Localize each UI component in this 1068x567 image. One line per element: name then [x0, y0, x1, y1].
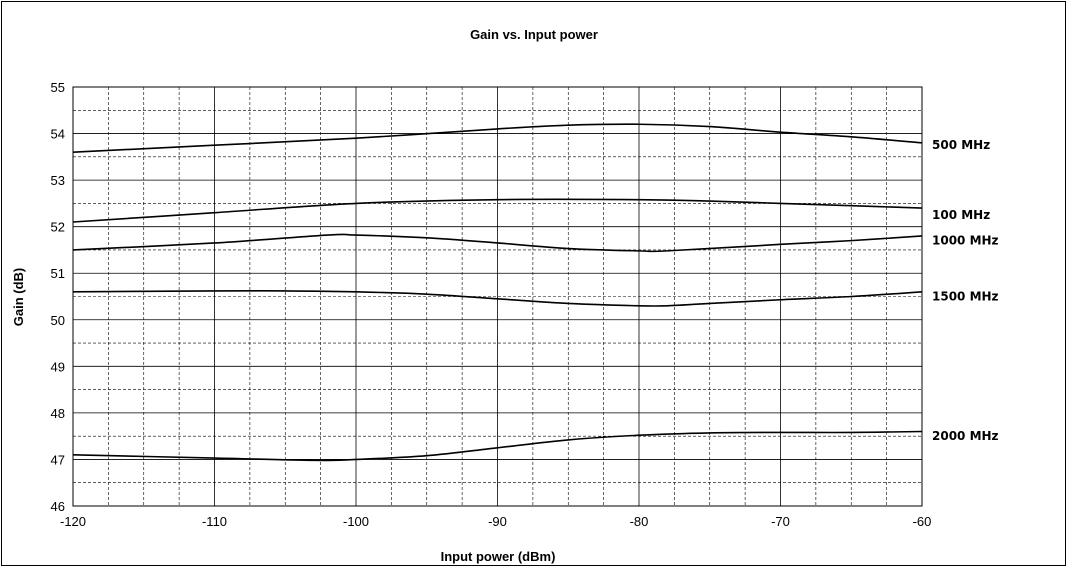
x-tick-label: -100: [343, 514, 369, 529]
series-line-1500-mhz: [72, 289, 923, 307]
y-tick-label: 49: [51, 359, 65, 374]
x-axis-title: Input power (dBm): [441, 549, 556, 564]
y-tick-label: 46: [51, 499, 65, 514]
y-tick-label: 53: [51, 173, 65, 188]
series-label-100-mhz: 100 MHz: [932, 208, 990, 222]
x-tick-label: -120: [60, 514, 86, 529]
x-tick-label: -80: [630, 514, 649, 529]
series-line-1000-mhz: [72, 233, 923, 253]
y-tick-label: 52: [51, 220, 65, 235]
x-tick-label: -70: [771, 514, 790, 529]
plot-area: [72, 86, 923, 507]
x-tick-label: -110: [202, 514, 227, 529]
series-labels: 500 MHz 100 MHz 1000 MHz 1500 MHz 2000 MHz: [932, 138, 999, 443]
series-label-1000-mhz: 1000 MHz: [932, 234, 999, 248]
y-axis-tick-labels: 46 47 48 49 50 51 52 53 54 55: [51, 80, 65, 514]
series-lines: [72, 123, 923, 462]
series-line-100-mhz: [72, 198, 923, 223]
x-tick-label: -90: [488, 514, 507, 529]
x-axis-tick-labels: -120 -110 -100 -90 -80 -70 -60: [60, 514, 931, 529]
y-axis-title: Gain (dB): [11, 268, 26, 327]
y-tick-label: 54: [51, 127, 65, 142]
x-tick-label: -60: [913, 514, 932, 529]
y-tick-label: 50: [51, 313, 65, 328]
series-label-2000-mhz: 2000 MHz: [932, 429, 999, 443]
series-label-500-mhz: 500 MHz: [932, 138, 990, 152]
chart-title: Gain vs. Input power: [470, 27, 598, 42]
series-label-1500-mhz: 1500 MHz: [932, 290, 999, 304]
y-tick-label: 48: [51, 406, 65, 421]
series-line-2000-mhz: [72, 430, 923, 462]
y-tick-label: 51: [51, 266, 65, 281]
major-gridlines: [73, 87, 922, 506]
series-line-500-mhz: [72, 123, 923, 153]
y-tick-label: 47: [51, 452, 65, 467]
y-tick-label: 55: [51, 80, 65, 95]
